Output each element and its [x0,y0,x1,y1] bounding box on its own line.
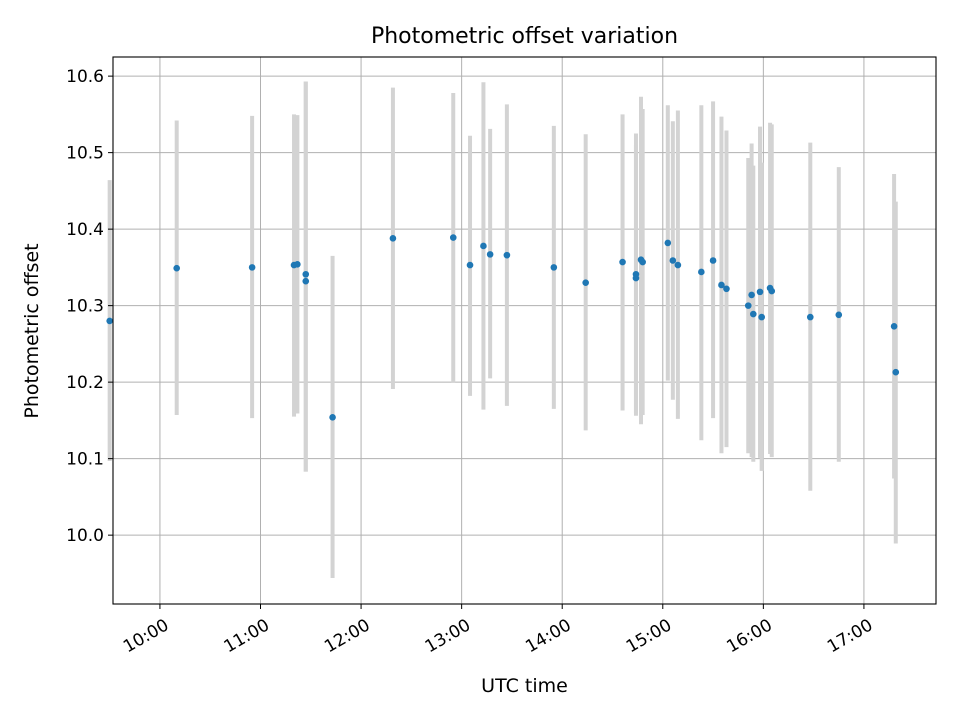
data-point [806,313,814,321]
data-point [389,235,397,242]
data-point [892,368,900,376]
data-point [503,251,511,259]
y-tick-label: 10.0 [66,526,104,546]
data-point [294,261,301,268]
y-tick-label: 10.6 [66,67,104,87]
y-tick-label: 10.4 [66,220,104,240]
data-point [664,239,672,247]
point-layer [106,234,900,421]
data-point [768,287,776,295]
data-point [718,281,725,289]
data-point [639,258,646,266]
data-point [723,285,730,293]
data-point [744,302,752,309]
data-point [486,251,494,258]
data-point [449,234,457,241]
data-point [669,257,677,264]
data-point [709,257,717,264]
data-point [632,274,640,282]
data-point [698,268,705,276]
data-point [582,279,589,286]
data-point [674,261,682,269]
data-point [248,264,256,271]
data-point [550,264,558,271]
y-tick-label: 10.5 [66,144,104,164]
data-point [466,261,474,269]
data-point [480,242,487,250]
data-point [619,258,626,266]
y-tick-label: 10.3 [66,297,104,317]
y-tick-label: 10.2 [66,373,104,393]
data-point [758,313,765,321]
plot-frame [112,56,937,605]
data-point [749,310,757,318]
data-point [173,264,180,272]
data-point [748,291,755,299]
chart-title: Photometric offset variation [371,24,678,49]
data-point [302,270,310,278]
data-point [106,317,113,325]
y-axis-label: Photometric offset [21,243,43,418]
y-tick-label: 10.1 [66,450,104,470]
data-point [890,322,898,330]
x-axis-label: UTC time [481,675,568,697]
data-point [756,288,764,296]
data-point [329,414,336,421]
data-point [302,277,310,285]
data-point [835,311,843,319]
